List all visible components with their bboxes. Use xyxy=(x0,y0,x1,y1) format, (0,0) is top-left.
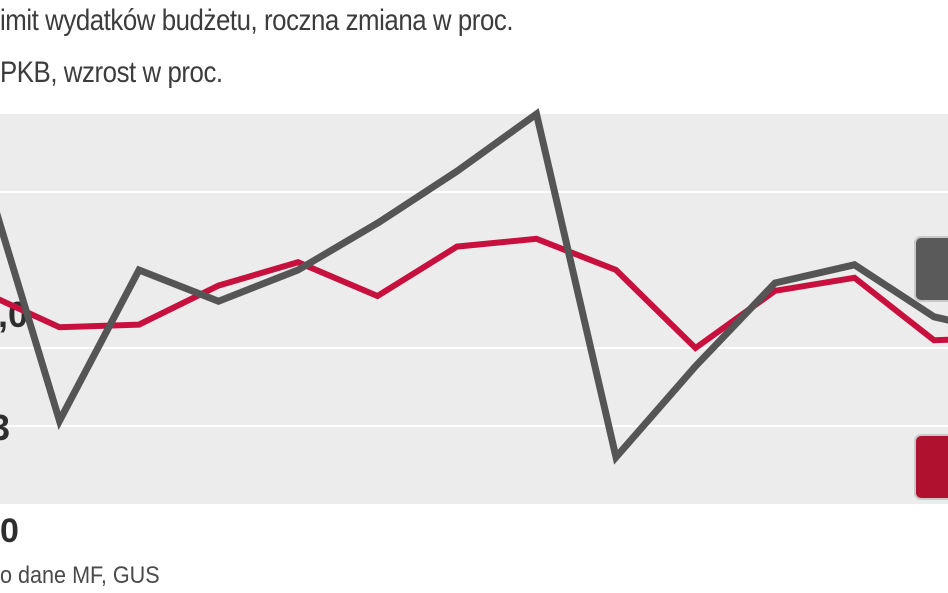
series-line-1 xyxy=(0,108,948,465)
series-line-2 xyxy=(0,235,948,352)
legend-label-series1: imit wydatków budżetu, roczna zmiana w p… xyxy=(0,4,514,37)
plot-area xyxy=(0,114,948,504)
legend-label-series2: PKB, wzrost w proc. xyxy=(0,56,223,89)
series1-end-marker xyxy=(914,236,948,302)
source-note: o dane MF, GUS xyxy=(0,562,160,589)
gridlines xyxy=(0,191,948,427)
y-tick-label-1: 3 xyxy=(0,407,10,448)
x-tick-label: 0 xyxy=(0,512,19,550)
series2-end-marker xyxy=(914,434,948,500)
series-lines xyxy=(0,108,948,465)
y-tick-labels: 0,03 xyxy=(0,294,28,448)
